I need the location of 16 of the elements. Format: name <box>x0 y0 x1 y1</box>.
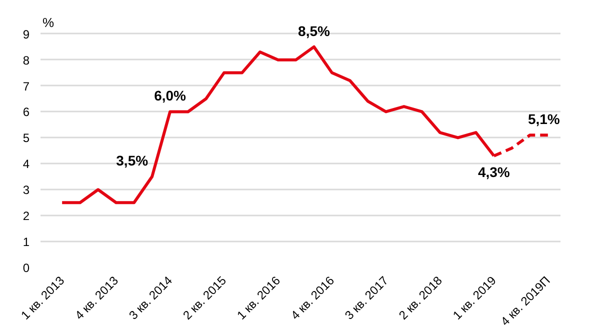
y-axis-title: % <box>42 14 54 30</box>
y-tick-label: 9 <box>22 27 30 42</box>
y-tick-label: 6 <box>22 105 30 120</box>
data-label: 5,1% <box>528 111 560 128</box>
y-tick-label: 7 <box>22 79 30 94</box>
data-label: 6,0% <box>154 88 187 104</box>
y-tick-label: 5 <box>22 131 30 146</box>
y-tick-label: 1 <box>22 235 30 250</box>
y-tick-label: 0 <box>22 261 30 275</box>
y-tick-label: 3 <box>22 183 30 198</box>
data-label: 4,3% <box>478 164 510 180</box>
y-tick-label: 2 <box>22 209 30 224</box>
y-tick-label: 4 <box>22 157 30 172</box>
data-label: 3,5% <box>116 152 149 169</box>
y-tick-label: 8 <box>22 53 30 68</box>
data-label: 8,5% <box>298 22 330 39</box>
